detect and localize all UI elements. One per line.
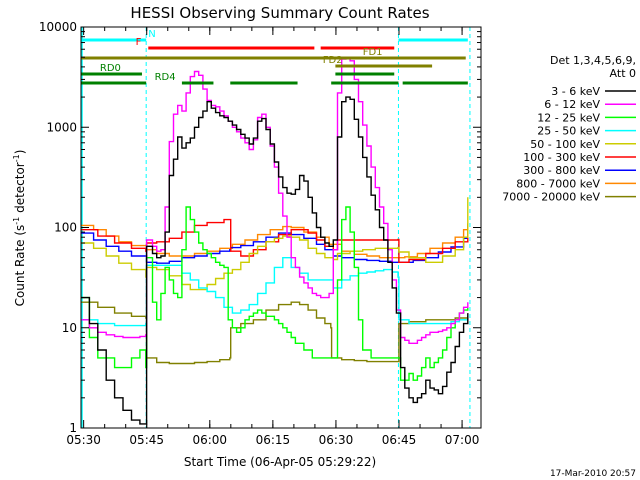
- y-label-part-2: detector: [13, 162, 27, 217]
- flag-label-rd0: RD0: [100, 63, 121, 74]
- legend-label-12-25-kev: 12 - 25 keV: [537, 111, 600, 124]
- series-line-25-50-kev: [81, 257, 469, 327]
- legend-label-6-12-kev: 6 - 12 keV: [544, 98, 600, 111]
- y-label-part-3: ): [13, 150, 27, 155]
- flag-label-fd1: FD1: [363, 47, 383, 58]
- series-line-12-25-kev: [81, 206, 469, 381]
- y-label-sup-2: -1: [12, 154, 21, 162]
- y-label-sup-1: -1: [12, 217, 21, 225]
- series-line-3-6-kev: [81, 96, 469, 425]
- x-axis-label: Start Time (06-Apr-05 05:29:22): [184, 455, 376, 469]
- series-line-7000-20000-kev: [81, 301, 469, 365]
- y-tick-label-100: 100: [54, 221, 77, 235]
- flag-label-n: N: [148, 29, 155, 40]
- y-tick-label-1: 1: [69, 421, 77, 435]
- legend-label-25-50-kev: 25 - 50 keV: [537, 125, 600, 138]
- x-tick-label-06-45: 06:45: [382, 433, 417, 447]
- legend-label-800-7000-kev: 800 - 7000 keV: [516, 177, 600, 190]
- x-tick-label-05-45: 05:45: [129, 433, 164, 447]
- legend-header-1: Det 1,3,4,5,6,9,: [550, 54, 636, 67]
- legend-label-50-100-kev: 50 - 100 keV: [530, 138, 600, 151]
- x-tick-label-06-30: 06:30: [319, 433, 354, 447]
- flag-label-f: F: [136, 37, 142, 48]
- flag-label-rd4: RD4: [155, 72, 176, 83]
- x-tick-label-06-15: 06:15: [256, 433, 291, 447]
- series-lines: [81, 56, 469, 425]
- timestamp: 17-Mar-2010 20:57: [550, 469, 636, 479]
- legend-header-2: Att 0: [610, 67, 636, 80]
- legend-label-100-300-kev: 100 - 300 keV: [523, 151, 600, 164]
- x-tick-label-07-00: 07:00: [445, 433, 480, 447]
- saa-boundaries: [81, 27, 471, 428]
- legend-label-7000-20000-kev: 7000 - 20000 keV: [502, 191, 600, 204]
- series-line-6-12-kev: [81, 56, 469, 344]
- y-label-part-1: Count Rate (s: [13, 225, 27, 307]
- flag-bars: NF FD1 FD2 RD0 RD4: [81, 29, 468, 85]
- y-tick-label-1000: 1000: [46, 120, 77, 134]
- legend-label-3-6-kev: 3 - 6 keV: [551, 85, 600, 98]
- series-line-50-100-kev: [81, 197, 469, 291]
- y-tick-label-10000: 10000: [39, 20, 77, 34]
- flag-label-fd2: FD2: [323, 55, 343, 66]
- y-axis-label: Count Rate (s-1 detector-1): [12, 150, 27, 307]
- x-tick-label-05-30: 05:30: [66, 433, 101, 447]
- series-line-800-7000-kev: [81, 224, 469, 259]
- x-tick-label-06-00: 06:00: [192, 433, 227, 447]
- y-axis: 1 10 100 1000 10000: [39, 20, 481, 435]
- chart-title: HESSI Observing Summary Count Rates: [130, 4, 429, 22]
- legend-label-300-800-kev: 300 - 800 keV: [523, 164, 600, 177]
- y-tick-label-10: 10: [62, 321, 77, 335]
- x-axis: 05:30 05:45 06:00 06:15 06:30 06:45 07:00: [66, 27, 479, 447]
